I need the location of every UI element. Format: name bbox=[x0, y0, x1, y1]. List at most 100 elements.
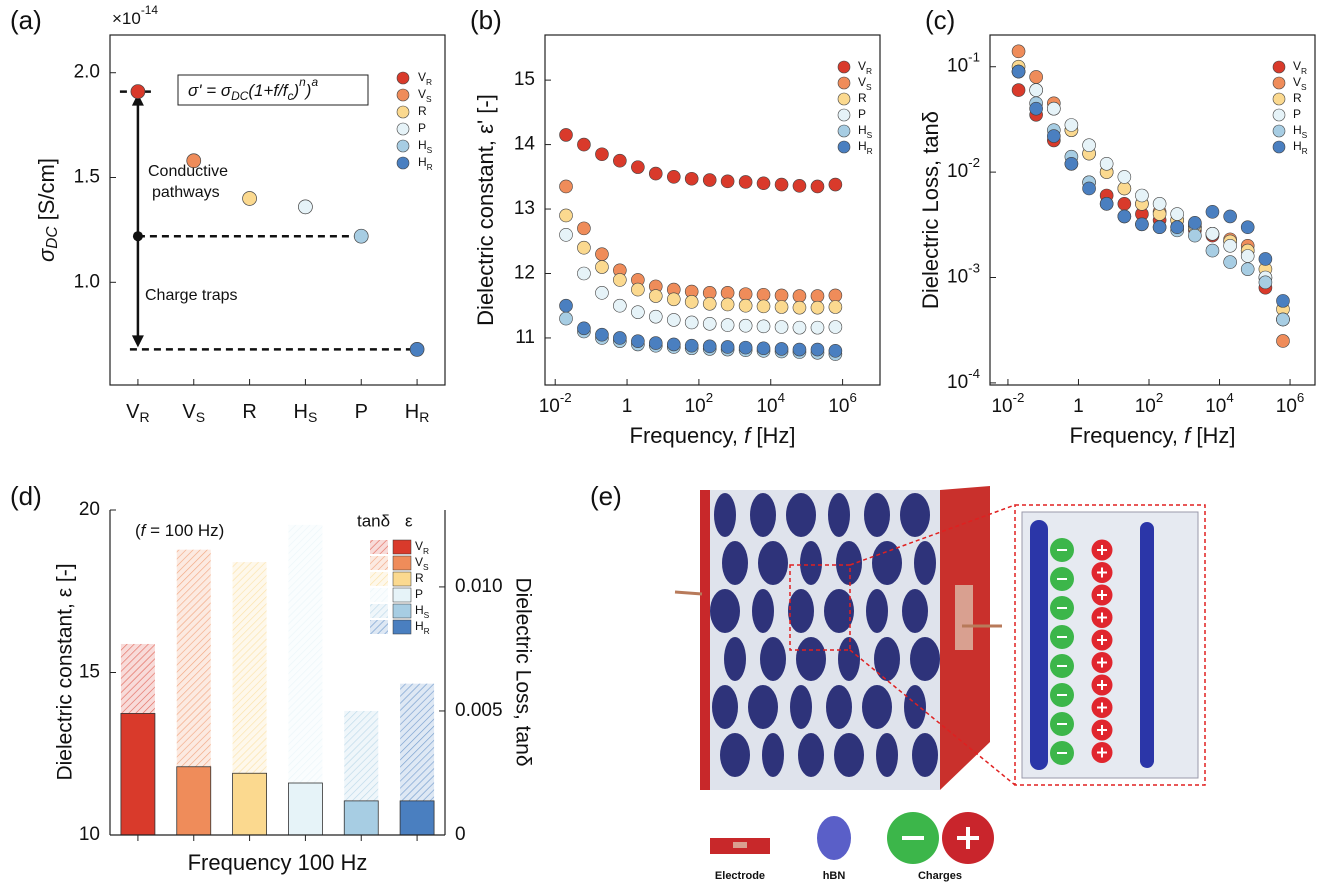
legend-label: VR bbox=[418, 70, 432, 87]
x-axis-label-part: [Hz] bbox=[1190, 423, 1235, 448]
data-point bbox=[1047, 101, 1061, 116]
data-point bbox=[1240, 249, 1255, 263]
hbn-flake bbox=[752, 589, 774, 633]
y-tick-label: 0.010 bbox=[455, 576, 503, 597]
hbn-flake bbox=[824, 589, 854, 633]
data-point bbox=[684, 295, 699, 309]
data-point bbox=[1188, 216, 1202, 230]
data-point bbox=[559, 179, 573, 194]
x-tick-label-part: S bbox=[308, 409, 317, 425]
legend-label: VR bbox=[858, 59, 872, 76]
data-point bbox=[666, 170, 681, 184]
data-point bbox=[810, 300, 825, 315]
data-point bbox=[792, 320, 807, 335]
zoom-region bbox=[789, 564, 851, 651]
hbn-flake bbox=[876, 733, 898, 777]
y-tick-label-part: 10 bbox=[947, 56, 968, 77]
y-axis-label-part: [S/cm] bbox=[34, 158, 59, 226]
legend-swatch bbox=[392, 555, 412, 571]
y-tick-label: 10-2 bbox=[947, 155, 980, 183]
data-point bbox=[559, 228, 573, 242]
data-point bbox=[631, 305, 645, 319]
data-point bbox=[666, 337, 681, 352]
data-point bbox=[774, 177, 789, 192]
legend-label-part: R bbox=[1301, 66, 1307, 76]
hbn-flake bbox=[748, 685, 778, 729]
hbn-flake bbox=[710, 589, 740, 633]
x-tick-label: 102 bbox=[685, 390, 714, 418]
formula-part: ) bbox=[291, 81, 299, 100]
data-point bbox=[409, 342, 425, 357]
hbn-flake bbox=[796, 637, 826, 681]
data-point bbox=[648, 336, 663, 350]
data-point bbox=[738, 298, 753, 313]
x-tick-label: 10-2 bbox=[991, 390, 1024, 418]
data-point bbox=[1240, 220, 1255, 235]
data-point bbox=[828, 320, 843, 334]
data-point bbox=[1170, 207, 1184, 221]
hbn-flake bbox=[790, 685, 812, 729]
data-point bbox=[186, 153, 202, 169]
legend-label: P bbox=[418, 121, 426, 135]
hbn-flake bbox=[874, 637, 900, 681]
hbn-flake bbox=[800, 541, 822, 585]
legend-header: ε bbox=[405, 511, 413, 530]
y-tick-label-part: -2 bbox=[968, 155, 980, 170]
y-axis-label-part: σ bbox=[34, 248, 59, 262]
arrow-head bbox=[131, 93, 144, 106]
legend-swatch bbox=[392, 571, 412, 587]
y-tick-label: 12 bbox=[514, 263, 535, 284]
legend-swatch bbox=[370, 540, 388, 554]
hbn-flake bbox=[828, 493, 850, 537]
data-point bbox=[666, 313, 681, 327]
y-tick-label-part: -3 bbox=[968, 260, 980, 275]
x-tick-label: 104 bbox=[1205, 390, 1234, 418]
panel-e-diagram: Electrode hBN Charges (e) bbox=[590, 481, 1206, 882]
y-tick-label-part: -1 bbox=[968, 49, 980, 64]
y-tick-label-part: 11 bbox=[515, 327, 535, 348]
y-tick-label: 14 bbox=[514, 134, 536, 155]
axis-multiplier-part: -14 bbox=[141, 3, 159, 17]
annotation-part: = 100 Hz) bbox=[145, 521, 224, 540]
data-point bbox=[774, 300, 789, 314]
annotation: Charge traps bbox=[145, 287, 238, 304]
y-tick-label: 1.5 bbox=[74, 167, 100, 188]
x-tick-label: 1 bbox=[622, 396, 633, 417]
legend-swatch bbox=[370, 556, 388, 570]
formula: σ' = σDC(1+f/fc)n)a bbox=[188, 75, 318, 103]
x-tick-label: 102 bbox=[1135, 390, 1164, 418]
legend-electrode-patch bbox=[733, 842, 747, 848]
hbn-flake bbox=[900, 493, 930, 537]
legend-marker bbox=[1272, 76, 1286, 90]
data-point bbox=[720, 318, 735, 332]
data-point bbox=[1029, 70, 1043, 84]
data-point bbox=[828, 288, 843, 303]
legend-label: VS bbox=[415, 555, 429, 572]
y-tick-label: 10-4 bbox=[947, 365, 980, 393]
legend-marker bbox=[1272, 92, 1286, 106]
data-point bbox=[577, 321, 591, 336]
data-point bbox=[720, 340, 735, 354]
panel-label: (a) bbox=[10, 5, 42, 35]
legend-header: tanδ bbox=[357, 511, 390, 530]
legend-label: R bbox=[1293, 91, 1302, 105]
data-point bbox=[684, 338, 699, 353]
y-tick-label-part: 2.0 bbox=[74, 62, 100, 83]
data-point bbox=[1099, 197, 1114, 211]
legend-label-part: R bbox=[423, 546, 429, 556]
data-point bbox=[1276, 312, 1290, 327]
data-point bbox=[810, 320, 825, 335]
data-point bbox=[559, 311, 573, 326]
data-point bbox=[792, 300, 807, 315]
x-tick-label-part: H bbox=[405, 401, 419, 423]
legend-label: R bbox=[418, 104, 427, 118]
legend-label: Charges bbox=[918, 870, 962, 882]
data-point bbox=[1135, 217, 1149, 232]
legend-label-part: H bbox=[415, 619, 424, 633]
y-axis-label: σDC [S/cm] bbox=[34, 158, 61, 262]
hbn-flake bbox=[836, 541, 862, 585]
data-point bbox=[648, 309, 663, 324]
data-point bbox=[559, 298, 573, 313]
constant-bar bbox=[232, 772, 267, 836]
legend-marker bbox=[396, 88, 410, 102]
